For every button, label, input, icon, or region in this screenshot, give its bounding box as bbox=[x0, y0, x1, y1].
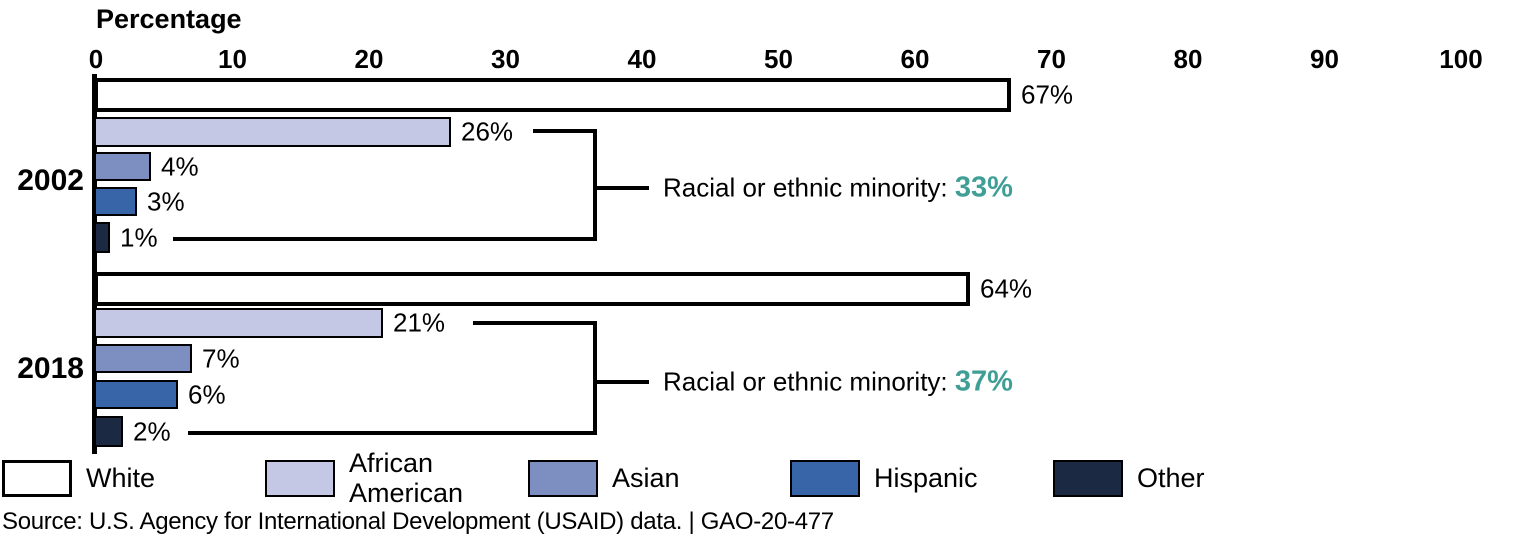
bar-2018-white bbox=[94, 272, 970, 306]
x-tick-60: 60 bbox=[900, 44, 930, 74]
bar-label-2018-hispanic: 6% bbox=[188, 379, 226, 409]
x-tick-100: 100 bbox=[1439, 44, 1483, 74]
x-tick-70: 70 bbox=[1037, 44, 1066, 74]
year-label-2018: 2018 bbox=[17, 352, 84, 385]
bar-2002-other bbox=[94, 222, 110, 253]
bar-label-2018-asian: 7% bbox=[202, 343, 240, 373]
bar-label-2002-asian: 4% bbox=[161, 151, 199, 181]
bar-2018-hispanic bbox=[94, 380, 178, 409]
minority-annotation-value: 33% bbox=[954, 171, 1013, 204]
bar-label-2018-other: 2% bbox=[133, 416, 171, 446]
bar-2018-other bbox=[94, 416, 123, 447]
minority-bracket-2018-vertical bbox=[593, 321, 597, 435]
x-tick-10: 10 bbox=[218, 44, 247, 74]
year-label-2002: 2002 bbox=[17, 164, 84, 197]
minority-annotation-value: 37% bbox=[954, 365, 1013, 398]
legend-item-white: White bbox=[2, 457, 155, 499]
legend-label-african-american: African American bbox=[349, 447, 464, 508]
legend-swatch-hispanic bbox=[790, 459, 860, 497]
x-axis-title: Percentage bbox=[96, 4, 242, 34]
minority-annotation-text: Racial or ethnic minority: bbox=[663, 172, 955, 203]
minority-annotation-2018: Racial or ethnic minority: 37% bbox=[663, 366, 1013, 399]
legend-swatch-white bbox=[2, 459, 72, 497]
legend-label-white: White bbox=[86, 462, 156, 493]
legend-swatch-african-american bbox=[265, 459, 335, 497]
bar-label-2002-african-american: 26% bbox=[461, 116, 514, 147]
bar-2002-asian bbox=[94, 152, 151, 181]
x-tick-50: 50 bbox=[764, 44, 793, 74]
legend-item-other: Other bbox=[1053, 457, 1205, 499]
x-tick-30: 30 bbox=[491, 44, 520, 74]
legend-item-african-american: African American bbox=[265, 448, 487, 508]
legend-label-asian: Asian bbox=[612, 462, 680, 493]
bar-label-2002-other: 1% bbox=[120, 222, 158, 252]
legend-swatch-other bbox=[1053, 459, 1123, 497]
bar-2018-asian bbox=[94, 344, 192, 373]
legend-swatch-asian bbox=[528, 459, 598, 497]
source-note: Source: U.S. Agency for International De… bbox=[2, 508, 834, 535]
bar-label-2002-white: 67% bbox=[1021, 79, 1074, 110]
minority-bracket-2002-tick bbox=[597, 186, 649, 190]
legend-item-asian: Asian bbox=[528, 457, 680, 499]
minority-annotation-text: Racial or ethnic minority: bbox=[663, 366, 955, 397]
x-tick-80: 80 bbox=[1173, 44, 1203, 74]
minority-bracket-2018-tick bbox=[597, 380, 649, 384]
bar-2002-african-american bbox=[94, 117, 451, 147]
minority-bracket-2002-bottom bbox=[173, 237, 597, 241]
minority-bracket-2018-top bbox=[473, 321, 597, 325]
x-tick-90: 90 bbox=[1310, 44, 1339, 74]
minority-bracket-2002-top bbox=[533, 129, 597, 133]
bar-2018-african-american bbox=[94, 308, 383, 338]
bar-label-2018-african-american: 21% bbox=[393, 307, 446, 338]
y-axis-line bbox=[92, 74, 97, 454]
minority-annotation-2002: Racial or ethnic minority: 33% bbox=[663, 172, 1013, 205]
bar-2002-white bbox=[94, 78, 1011, 112]
legend-item-hispanic: Hispanic bbox=[790, 457, 978, 499]
bar-label-2002-hispanic: 3% bbox=[147, 186, 185, 216]
legend-label-other: Other bbox=[1137, 462, 1205, 493]
x-tick-40: 40 bbox=[627, 44, 657, 74]
legend-label-hispanic: Hispanic bbox=[874, 462, 978, 493]
bar-label-2018-white: 64% bbox=[980, 273, 1033, 304]
x-tick-20: 20 bbox=[354, 44, 384, 74]
minority-bracket-2018-bottom bbox=[188, 431, 597, 435]
minority-bracket-2002-vertical bbox=[593, 129, 597, 241]
bar-2002-hispanic bbox=[94, 187, 137, 216]
x-tick-0: 0 bbox=[88, 44, 104, 74]
